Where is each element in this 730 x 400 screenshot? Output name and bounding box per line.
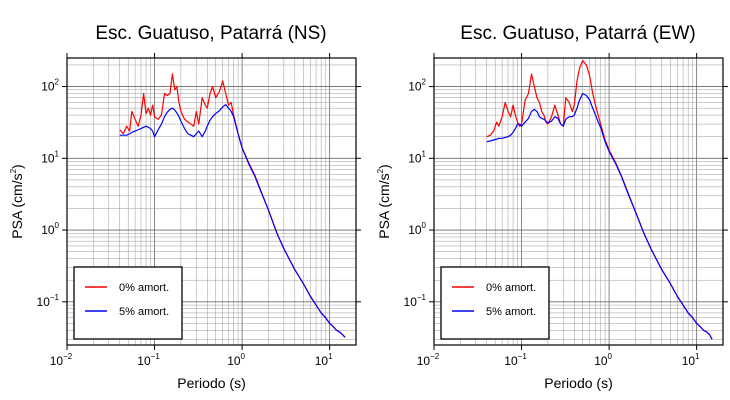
series-line-damped [119, 104, 346, 338]
y-tick-label: 10−1 [404, 293, 427, 309]
y-tick-label: 10−1 [37, 293, 60, 309]
x-axis-label: Periodo (s) [177, 375, 245, 391]
legend: 0% amort. 5% amort. [440, 266, 550, 340]
x-tick-label: 10−1 [504, 352, 527, 368]
chart-panel: Esc. Guatuso, Patarrá (EW) 10−2 10−1 100 101… [376, 23, 728, 391]
x-tick-label: 101 [682, 352, 700, 368]
x-axis-label: Periodo (s) [544, 375, 612, 391]
legend-label: 5% amort. [486, 306, 536, 318]
chart-panel: Esc. Guatuso, Patarrá (NS) 10−2 10−1 100 101… [9, 23, 361, 391]
y-tick-label: 100 [41, 221, 59, 237]
x-tick-label: 100 [594, 352, 612, 368]
x-tick-label: 10−2 [50, 352, 73, 368]
legend-label: 0% amort. [119, 282, 169, 294]
y-tick-label: 102 [408, 78, 426, 94]
plot-frame [66, 57, 357, 346]
legend-box [440, 266, 550, 340]
legend-label: 0% amort. [486, 282, 536, 294]
y-axis-label: PSA (cm/s2) [376, 164, 392, 238]
y-tick-label: 101 [408, 149, 426, 165]
legend-label: 5% amort. [119, 306, 169, 318]
y-axis-label: PSA (cm/s2) [9, 164, 25, 238]
chart-title: Esc. Guatuso, Patarrá (NS) [95, 23, 326, 44]
y-tick-label: 102 [41, 78, 59, 94]
plot-frame [433, 57, 724, 346]
legend-box [73, 266, 183, 340]
x-tick-label: 10−1 [137, 352, 160, 368]
series-line-damped [486, 92, 713, 340]
x-tick-label: 10−2 [417, 352, 440, 368]
y-tick-label: 100 [408, 221, 426, 237]
y-tick-label: 101 [41, 149, 59, 165]
grid [66, 58, 357, 345]
x-tick-label: 101 [315, 352, 333, 368]
x-tick-label: 100 [227, 352, 245, 368]
chart-title: Esc. Guatuso, Patarrá (EW) [460, 23, 695, 44]
legend: 0% amort. 5% amort. [73, 266, 183, 340]
